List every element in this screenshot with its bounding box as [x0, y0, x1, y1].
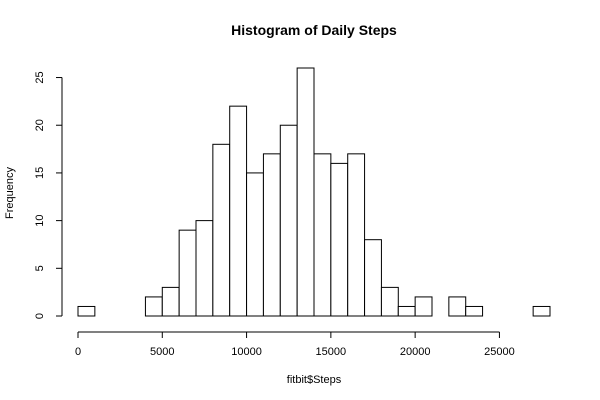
y-tick-label: 10 [34, 214, 46, 226]
histogram-bar [246, 172, 264, 317]
y-axis-label: Frequency [4, 167, 16, 219]
histogram-bar [161, 286, 180, 317]
x-tick-label: 20000 [400, 346, 431, 358]
histogram-bar [364, 239, 382, 317]
histogram-bar [397, 305, 416, 317]
x-tick-label: 15000 [316, 346, 347, 358]
histogram-bar [262, 153, 281, 317]
histogram-bar [347, 153, 366, 317]
x-axis: 0 5000 10000 15000 20000 25000 [75, 331, 515, 358]
chart-title: Histogram of Daily Steps [231, 22, 397, 38]
histogram-bar [448, 296, 467, 317]
x-tick-label: 10000 [231, 346, 262, 358]
histogram-bar [465, 305, 484, 317]
x-tick-label: 0 [75, 346, 81, 358]
y-tick-label: 5 [34, 265, 46, 271]
y-tick-label: 0 [34, 313, 46, 319]
y-tick-label: 15 [34, 167, 46, 179]
histogram-bar [330, 162, 349, 317]
y-axis: 0 5 10 15 20 25 [34, 71, 63, 319]
histogram-bar [532, 305, 551, 317]
x-tick-label: 5000 [150, 346, 174, 358]
y-tick-label: 20 [34, 119, 46, 131]
histogram-bar [229, 105, 248, 317]
histogram-bar [414, 296, 433, 317]
histogram-bar [296, 67, 315, 317]
histogram-bar [178, 229, 197, 317]
x-tick-label: 25000 [484, 346, 515, 358]
histogram-bar [195, 220, 214, 317]
histogram-bar [279, 124, 298, 317]
histogram-bar [313, 153, 332, 317]
histogram-bar [144, 296, 163, 317]
x-axis-label: fitbit$Steps [287, 374, 342, 386]
bars-layer [77, 67, 551, 317]
histogram-bar [212, 143, 231, 317]
histogram-bar [77, 305, 96, 317]
y-tick-label: 25 [34, 71, 46, 83]
histogram-bar [380, 286, 399, 317]
